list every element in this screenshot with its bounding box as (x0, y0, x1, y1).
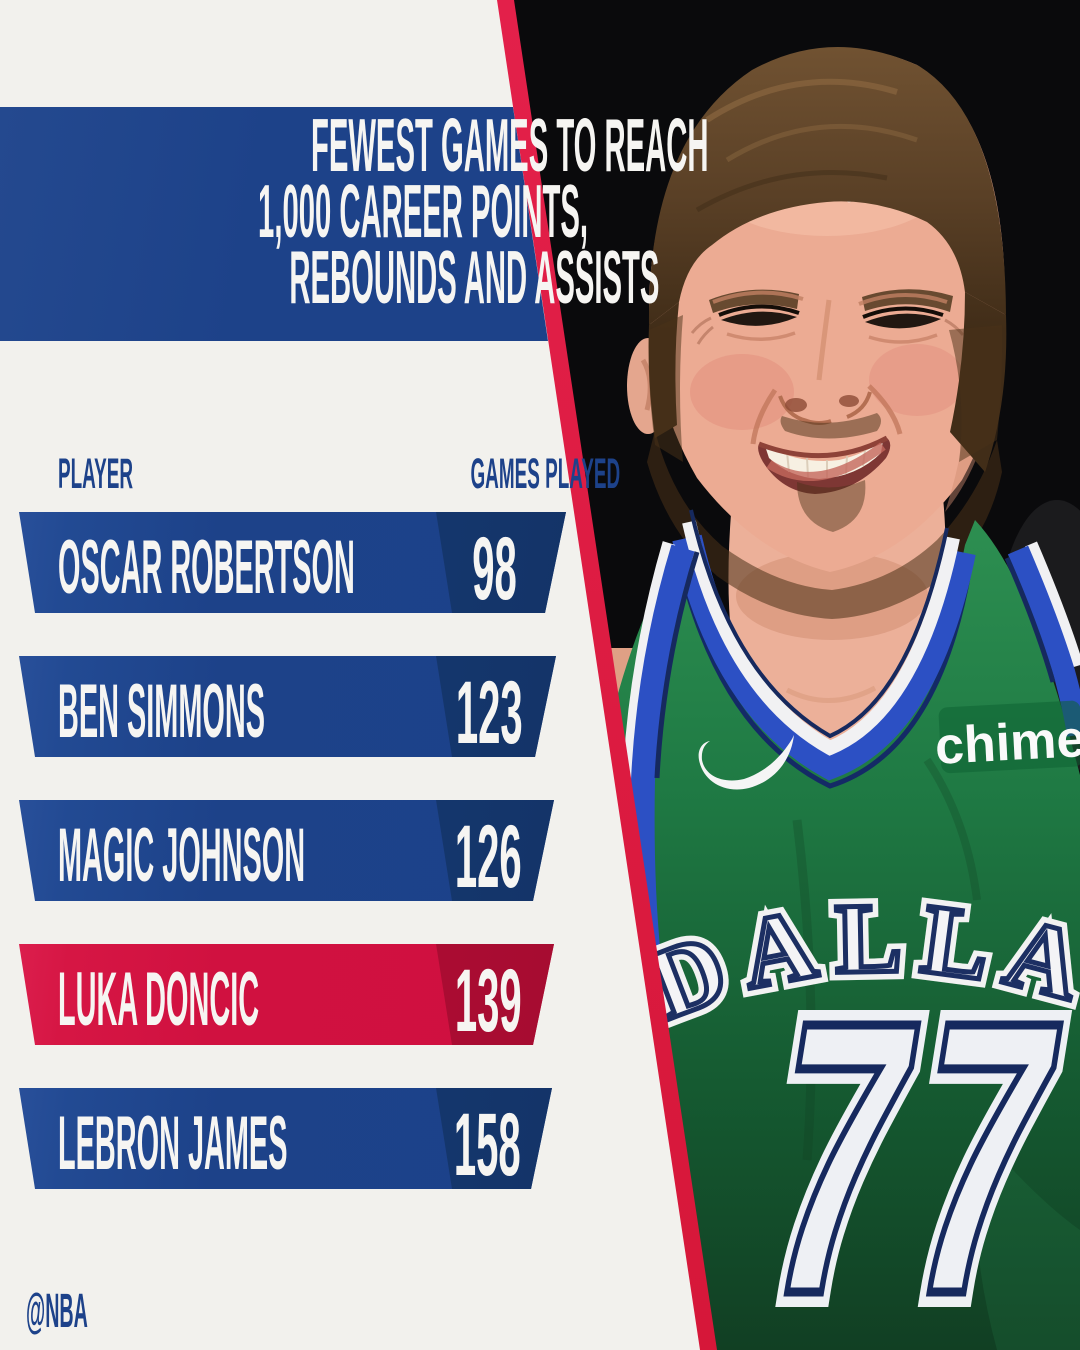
games-played-value: 158 (453, 1094, 521, 1194)
games-played-value: 126 (454, 806, 522, 906)
row-bar-number-section (436, 512, 566, 613)
games-played-value: 139 (454, 950, 522, 1050)
table-row-magic-johnson: MAGIC JOHNSON 126 (0, 800, 600, 906)
player-name: OSCAR ROBERTSON (58, 525, 355, 610)
neckline-trim (672, 509, 976, 789)
games-played-value: 98 (471, 518, 517, 618)
row-bar-number-section (436, 944, 554, 1045)
title-box (0, 107, 548, 341)
player-name: LUKA DONCIC (58, 957, 260, 1042)
sponsor-patch: chime (934, 700, 1080, 776)
eyes (690, 290, 965, 345)
row-bar-number-section (436, 800, 554, 901)
social-handle: @NBA (26, 1285, 88, 1338)
title-line-3: REBOUNDS AND ASSISTS (289, 235, 660, 319)
row-bar-number-section (436, 1088, 552, 1189)
row-bar-number-section (436, 656, 556, 757)
table-row-oscar-robertson: OSCAR ROBERTSON 98 (0, 512, 600, 618)
nasolabial-right (867, 384, 903, 435)
column-header-player: PLAYER (58, 450, 134, 498)
beard (647, 315, 1003, 619)
smile (758, 435, 891, 494)
column-header-games-played: GAMES PLAYED (470, 450, 621, 498)
nike-swoosh-icon (698, 735, 794, 790)
sponsor-wordmark: chime (934, 710, 1080, 776)
table-row-luka-doncic-highlighted: LUKA DONCIC 139 (0, 944, 600, 1050)
page-title: FEWEST GAMES TO REACH 1,000 CAREER POINT… (0, 108, 708, 315)
title-line-2: 1,000 CAREER POINTS, (258, 169, 589, 253)
player-name: LEBRON JAMES (58, 1101, 288, 1186)
player-name: BEN SIMMONS (58, 669, 265, 754)
player-name: MAGIC JOHNSON (58, 813, 306, 898)
title-line-1: FEWEST GAMES TO REACH (310, 103, 709, 187)
nasolabial-left (750, 388, 778, 445)
table-row-ben-simmons: BEN SIMMONS 123 (0, 656, 600, 762)
games-played-value: 123 (455, 662, 523, 762)
table-row-lebron-james: LEBRON JAMES 158 (0, 1088, 600, 1194)
nose (778, 299, 872, 425)
